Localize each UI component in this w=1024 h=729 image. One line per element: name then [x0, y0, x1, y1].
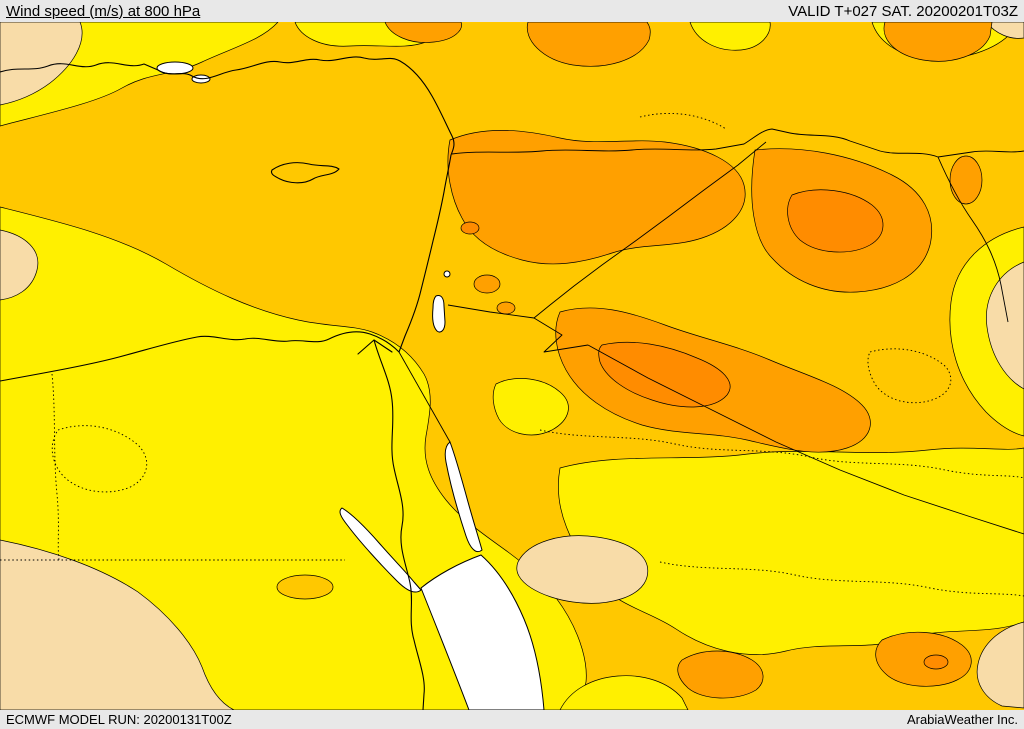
- dead-sea: [432, 295, 446, 333]
- dotted-border-egypt-libya: [51, 373, 60, 561]
- contour-orange-top-a: [384, 22, 462, 43]
- contour-peach-rightedge: [986, 261, 1024, 390]
- cyprus-coastline: [270, 162, 340, 184]
- gulf-of-suez: [339, 507, 422, 593]
- contour-peach-bottomright: [976, 621, 1024, 709]
- contour-orange-bottomright: [875, 631, 972, 687]
- wind-speed-map: [0, 22, 1024, 710]
- brand-label: ArabiaWeather Inc.: [906, 712, 1018, 727]
- top-info-bar: Wind speed (m/s) at 800 hPa VALID T+027 …: [0, 0, 1024, 22]
- contour-gold-island-egypt: [276, 574, 334, 600]
- border-syria-iraq: [533, 141, 767, 319]
- contour-orange-bottom: [677, 650, 764, 699]
- sea-of-galilee: [443, 270, 451, 278]
- nile-river: [373, 339, 425, 710]
- valid-time-label: VALID T+027 SAT. 20200201T03Z: [788, 2, 1018, 20]
- border-iran: [937, 156, 1009, 323]
- contour-yellow-top-b: [689, 22, 771, 51]
- contour-orange-rightedge: [949, 155, 983, 205]
- contour-yellow-bottom-tongue: [559, 675, 689, 710]
- contour-peach-leftedge: [0, 229, 39, 301]
- contour-peach-topleft: [0, 22, 83, 106]
- border-jordan: [447, 304, 589, 353]
- border-turkey-south: [451, 128, 1024, 158]
- map-area: [0, 22, 1024, 710]
- model-run-label: ECMWF MODEL RUN: 20200131T00Z: [6, 712, 232, 727]
- gulf-of-aqaba: [444, 441, 483, 553]
- contour-orange-levant-1: [473, 274, 501, 294]
- mediterranean-coastline: [0, 56, 455, 382]
- contour-deep-orange-levant: [460, 221, 480, 235]
- dotted-contour-egypt-blob: [51, 425, 148, 493]
- contour-yellow-center-wedge: [492, 378, 569, 436]
- red-sea: [420, 554, 545, 710]
- contour-orange-levant-2: [496, 301, 516, 315]
- contour-deep-orange-iraq: [787, 189, 884, 253]
- nile-delta-branches: [357, 339, 393, 355]
- dotted-contour-saudi-1: [539, 429, 1024, 479]
- bottom-info-bar: ECMWF MODEL RUN: 20200131T00Z ArabiaWeat…: [0, 710, 1024, 729]
- contour-peach-bottomleft: [0, 539, 235, 710]
- border-israel-egypt: [398, 351, 451, 443]
- contour-deep-orange-saudi: [598, 341, 731, 408]
- border-iraq-saudi: [587, 344, 1024, 535]
- contour-orange-topright: [883, 22, 993, 62]
- contour-deep-orange-bottomright: [923, 654, 949, 670]
- contour-orange-syria: [447, 129, 746, 265]
- contour-peach-bottomcenter: [516, 535, 649, 604]
- dotted-contour-right-blob: [867, 348, 952, 404]
- contour-orange-top-b: [526, 22, 651, 67]
- map-title: Wind speed (m/s) at 800 hPa: [6, 2, 201, 20]
